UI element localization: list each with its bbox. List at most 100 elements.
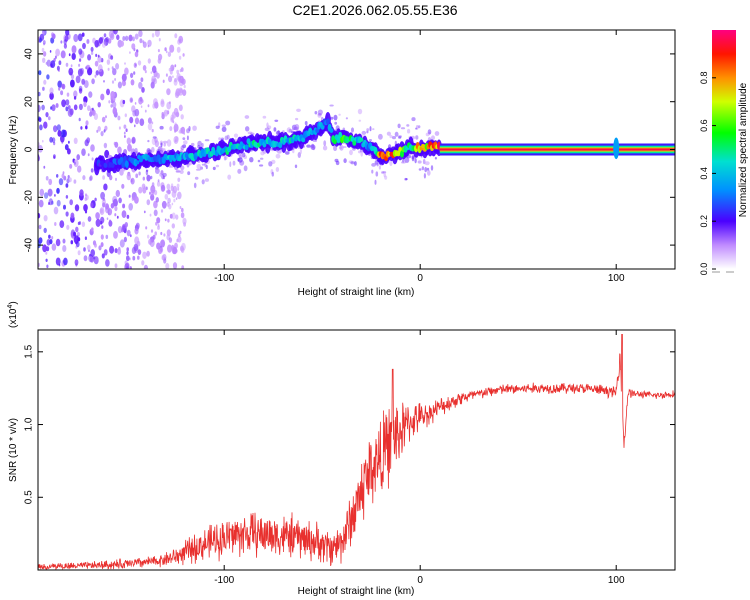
halo-dot	[190, 142, 195, 147]
halo-dot	[434, 156, 437, 160]
halo-dot	[226, 134, 230, 140]
halo-dot	[431, 135, 435, 141]
ridge-point	[103, 162, 108, 168]
halo-dot	[378, 133, 383, 140]
noise-dot	[142, 41, 147, 48]
noise-dot	[149, 191, 151, 195]
noise-dot	[153, 98, 158, 106]
noise-dot	[138, 30, 143, 38]
noise-dot	[56, 187, 60, 194]
snr-y-scale: (x104)	[7, 301, 19, 328]
noise-dot	[103, 80, 105, 83]
noise-dot	[70, 74, 75, 80]
noise-dot	[126, 173, 131, 181]
noise-dot	[114, 213, 117, 217]
noise-dot	[73, 231, 77, 237]
halo-dot	[186, 128, 190, 134]
noise-dot	[69, 199, 73, 206]
halo-dot	[175, 170, 181, 173]
noise-dot	[50, 60, 56, 68]
noise-dot	[129, 116, 134, 124]
ridge-point	[278, 141, 283, 149]
spike-mark	[613, 137, 620, 160]
noise-dot	[68, 67, 74, 76]
noise-dot	[113, 231, 118, 239]
noise-dot	[131, 136, 136, 144]
noise-dot	[124, 135, 126, 138]
halo-dot	[329, 104, 334, 107]
noise-dot	[100, 93, 105, 101]
noise-dot	[77, 237, 81, 242]
noise-dot	[85, 193, 87, 197]
ridge-point	[352, 140, 357, 146]
halo-dot	[162, 172, 167, 177]
halo-dot	[369, 126, 372, 132]
halo-dot	[152, 136, 157, 139]
noise-dot	[137, 255, 140, 260]
noise-dot	[87, 153, 90, 157]
halo-dot	[262, 115, 267, 119]
noise-dot	[126, 214, 130, 219]
halo-dot	[314, 111, 318, 115]
noise-dot	[97, 64, 103, 73]
halo-dot	[264, 127, 270, 132]
noise-dot	[109, 174, 113, 181]
noise-dot	[87, 244, 91, 251]
noise-dot	[54, 222, 57, 226]
noise-dot	[55, 103, 59, 108]
noise-dot	[86, 39, 90, 44]
noise-dot	[167, 244, 172, 253]
noise-dot	[178, 233, 181, 238]
noise-dot	[85, 125, 88, 130]
noise-dot	[126, 229, 131, 237]
y-tick-label: 0.5	[24, 490, 35, 504]
noise-dot	[110, 104, 113, 108]
noise-dot	[63, 204, 66, 210]
noise-dot	[67, 108, 73, 117]
ridge-point	[421, 143, 426, 149]
noise-dot	[168, 237, 173, 243]
noise-dot	[48, 234, 51, 239]
noise-dot	[181, 207, 184, 213]
noise-dot	[163, 233, 166, 237]
colorbar-tick-label: 0.4	[699, 167, 709, 180]
noise-dot	[60, 90, 64, 96]
noise-dot	[134, 117, 140, 125]
noise-dot	[151, 128, 154, 133]
noise-dot	[77, 33, 83, 42]
noise-dot	[94, 197, 97, 202]
halo-dot	[338, 113, 341, 116]
noise-dot	[133, 62, 137, 68]
noise-dot	[108, 100, 111, 104]
noise-dot	[123, 236, 127, 243]
ridge-point	[329, 128, 334, 134]
noise-dot	[115, 63, 120, 70]
noise-dot	[58, 87, 61, 91]
noise-dot	[85, 120, 89, 126]
halo-dot	[274, 119, 279, 123]
colorbar-gradient	[712, 30, 736, 269]
noise-dot	[123, 124, 127, 129]
noise-dot	[105, 234, 109, 239]
noise-dot	[38, 104, 41, 113]
noise-dot	[166, 229, 171, 237]
noise-dot	[128, 34, 133, 42]
noise-dot	[172, 262, 178, 269]
noise-dot	[74, 259, 79, 266]
noise-dot	[131, 197, 135, 202]
halo-dot	[397, 123, 401, 129]
noise-dot	[135, 173, 139, 179]
noise-dot	[178, 87, 184, 96]
halo-dot	[417, 160, 422, 164]
y-tick-label: 0	[24, 146, 35, 152]
halo-dot	[310, 144, 316, 150]
halo-dot	[244, 115, 250, 119]
noise-dot	[61, 173, 65, 179]
noise-dot	[101, 116, 106, 123]
noise-dot	[112, 68, 117, 76]
noise-dot	[65, 30, 70, 36]
ridge-point	[301, 137, 306, 143]
halo-dot	[401, 161, 406, 164]
noise-dot	[74, 161, 76, 165]
noise-dot	[132, 255, 136, 261]
